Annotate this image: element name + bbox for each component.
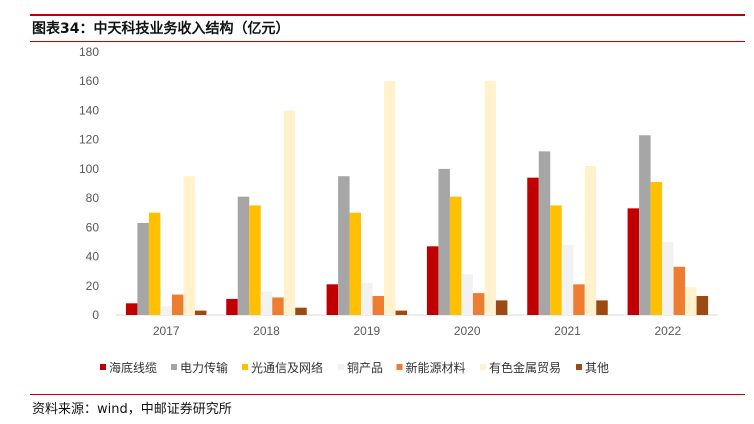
bar — [662, 241, 674, 315]
legend-label: 新能源材料 — [406, 360, 466, 375]
y-tick-label: 0 — [92, 308, 99, 322]
legend-label: 光通信及网络 — [251, 360, 323, 375]
bar — [438, 168, 450, 315]
y-tick-label: 20 — [86, 279, 100, 293]
y-tick-label: 180 — [79, 45, 99, 59]
bar — [260, 291, 273, 315]
bar — [361, 282, 373, 315]
y-tick-label: 40 — [86, 250, 100, 264]
y-tick-label: 80 — [86, 191, 100, 205]
y-tick-label: 120 — [79, 133, 99, 147]
legend-swatch — [338, 364, 344, 370]
bar — [338, 176, 350, 315]
x-tick-label: 2018 — [253, 324, 280, 338]
bar — [650, 182, 663, 315]
bar-chart: 0 20 40 60 80 100 120 140 160 180 2017 2018 2019 202… — [79, 45, 718, 375]
bar — [472, 293, 485, 315]
bar — [160, 306, 172, 315]
chart-title: 图表34：中天科技业务收入结构（亿元） — [32, 21, 290, 37]
bar — [272, 297, 284, 315]
bar — [673, 266, 686, 315]
bar — [550, 205, 562, 315]
legend-label: 有色金属贸易 — [489, 360, 561, 375]
bar — [183, 176, 195, 315]
top-red-rule — [30, 14, 745, 16]
bar — [495, 300, 508, 315]
bar — [484, 81, 496, 315]
bar — [283, 110, 296, 315]
bar — [295, 307, 307, 315]
x-tick-label: 2019 — [353, 324, 380, 338]
bar — [148, 212, 161, 315]
y-tick-label: 140 — [79, 103, 99, 117]
legend-swatch — [242, 364, 248, 370]
legend-label: 海底线缆 — [109, 360, 157, 375]
x-tick-label: 2017 — [153, 324, 180, 338]
bar — [171, 294, 184, 315]
x-tick-label: 2021 — [554, 324, 581, 338]
y-axis: 0 20 40 60 80 100 120 140 160 180 — [79, 45, 99, 322]
bar — [372, 296, 385, 315]
bar — [349, 212, 362, 315]
bottom-red-rule — [30, 394, 745, 395]
legend-label: 电力传输 — [180, 360, 228, 375]
y-tick-label: 60 — [86, 220, 100, 234]
title-red-rule — [30, 41, 745, 42]
bar — [237, 196, 250, 315]
bar — [194, 310, 207, 315]
bars — [125, 81, 709, 315]
y-tick-label: 160 — [79, 74, 99, 88]
x-tick-label: 2020 — [454, 324, 481, 338]
bar — [226, 298, 238, 315]
bar — [395, 310, 408, 315]
bar — [696, 296, 709, 315]
y-tick-label: 100 — [79, 162, 99, 176]
bar — [584, 165, 597, 315]
bar — [561, 244, 574, 315]
bar — [384, 81, 396, 315]
x-axis: 2017 2018 2019 2020 2021 2022 — [116, 314, 718, 338]
bar — [461, 274, 473, 315]
source-note: 资料来源：wind，中邮证券研究所 — [32, 402, 232, 417]
legend-swatch — [480, 364, 486, 370]
bar — [596, 300, 608, 315]
bar — [527, 177, 539, 315]
bar — [137, 222, 149, 315]
bar — [573, 284, 585, 315]
bar — [125, 303, 138, 315]
legend-swatch — [100, 364, 106, 370]
bar — [639, 135, 651, 315]
bar — [426, 246, 439, 315]
legend-swatch — [576, 364, 582, 370]
legend-swatch — [171, 364, 177, 370]
legend-label: 铜产品 — [347, 360, 383, 375]
bar — [249, 205, 261, 315]
legend-swatch — [396, 364, 403, 370]
legend-label: 其他 — [585, 361, 609, 375]
bar — [538, 151, 551, 315]
bar — [449, 196, 462, 315]
bar — [627, 208, 640, 315]
bar — [326, 284, 339, 315]
bar — [685, 287, 697, 315]
legend: 海底线缆 电力传输 光通信及网络 铜产品 新能源材料 有色金属贸易 其他 — [100, 360, 609, 375]
x-tick-label: 2022 — [654, 324, 681, 338]
